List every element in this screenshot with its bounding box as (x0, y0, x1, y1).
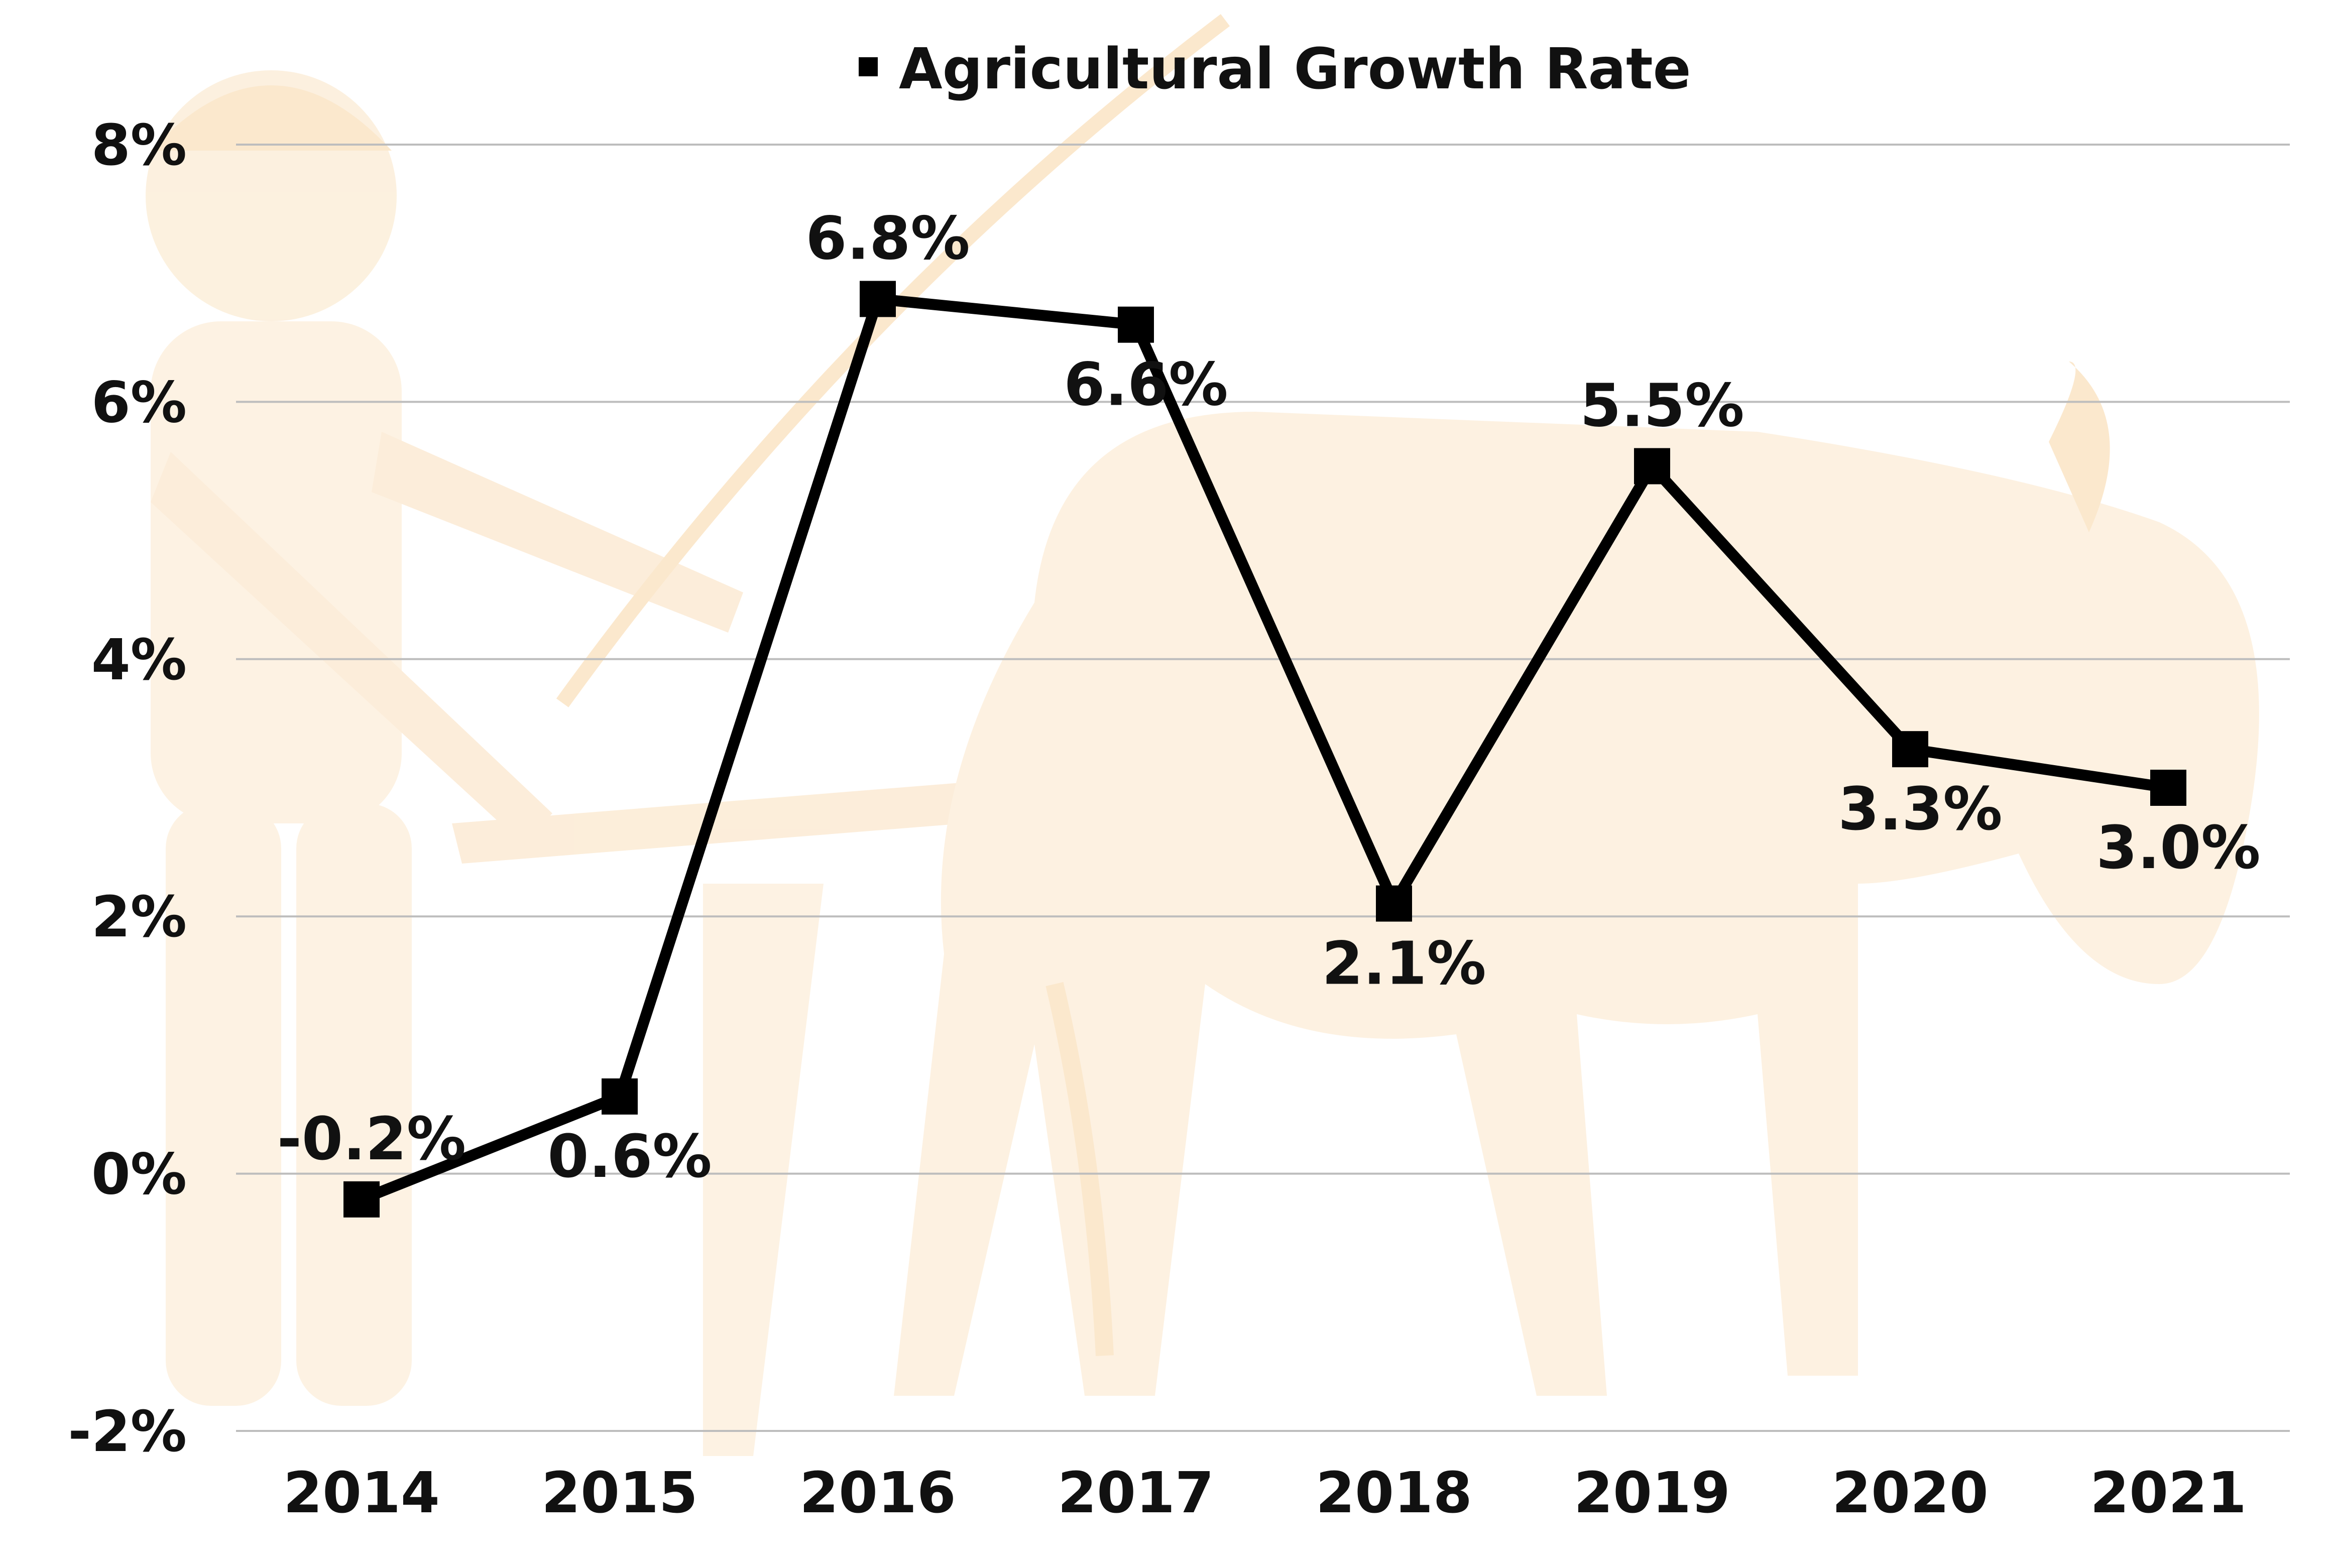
legend-marker-icon (859, 57, 878, 76)
y-axis-tick-labels: -2% 0% 2% 4% 6% 8% (68, 113, 187, 1465)
data-label: 6.6% (1064, 350, 1228, 419)
x-tick-label: 2016 (799, 1461, 956, 1526)
data-label: -0.2% (277, 1104, 466, 1173)
x-tick-label: 2015 (541, 1461, 698, 1526)
data-label: 0.6% (547, 1122, 712, 1191)
data-labels: -0.2% 0.6% 6.8% 6.6% 2.1% 5.5% 3.3% 3.0% (277, 203, 2261, 1190)
data-point-marker (1118, 306, 1154, 343)
x-tick-label: 2019 (1574, 1461, 1730, 1526)
data-point-marker (1892, 731, 1928, 768)
data-point-marker (1376, 885, 1412, 922)
legend-label: Agricultural Growth Rate (899, 37, 1691, 102)
data-label: 6.8% (805, 203, 970, 273)
legend: Agricultural Growth Rate (859, 37, 1691, 102)
data-point-marker (2150, 770, 2186, 806)
y-tick-label: 4% (91, 628, 187, 693)
data-point-marker (602, 1078, 638, 1115)
y-tick-label: 6% (91, 370, 187, 435)
y-gridlines (236, 144, 2290, 1432)
x-tick-label: 2017 (1058, 1461, 1214, 1526)
data-point-marker (343, 1181, 380, 1218)
data-point-marker (860, 281, 896, 317)
series-markers (343, 281, 2186, 1218)
x-tick-label: 2018 (1316, 1461, 1472, 1526)
y-tick-label: 8% (91, 113, 187, 178)
data-label: 5.5% (1580, 371, 1744, 440)
data-point-marker (1634, 448, 1670, 485)
x-tick-label: 2014 (283, 1461, 440, 1526)
data-label: 2.1% (1322, 929, 1486, 998)
y-tick-label: 0% (91, 1142, 187, 1208)
x-tick-label: 2020 (1832, 1461, 1989, 1526)
series-line-agricultural-growth-rate (359, 293, 2169, 1205)
x-tick-label: 2021 (2090, 1461, 2247, 1526)
y-tick-label: -2% (68, 1399, 187, 1465)
data-label: 3.0% (2096, 813, 2260, 882)
x-axis-tick-labels: 2014 2015 2016 2017 2018 2019 2020 2021 (283, 1461, 2247, 1526)
farmer-with-ox-watermark (146, 14, 2259, 1456)
data-label: 3.3% (1838, 774, 2002, 843)
y-tick-label: 2% (91, 885, 187, 950)
